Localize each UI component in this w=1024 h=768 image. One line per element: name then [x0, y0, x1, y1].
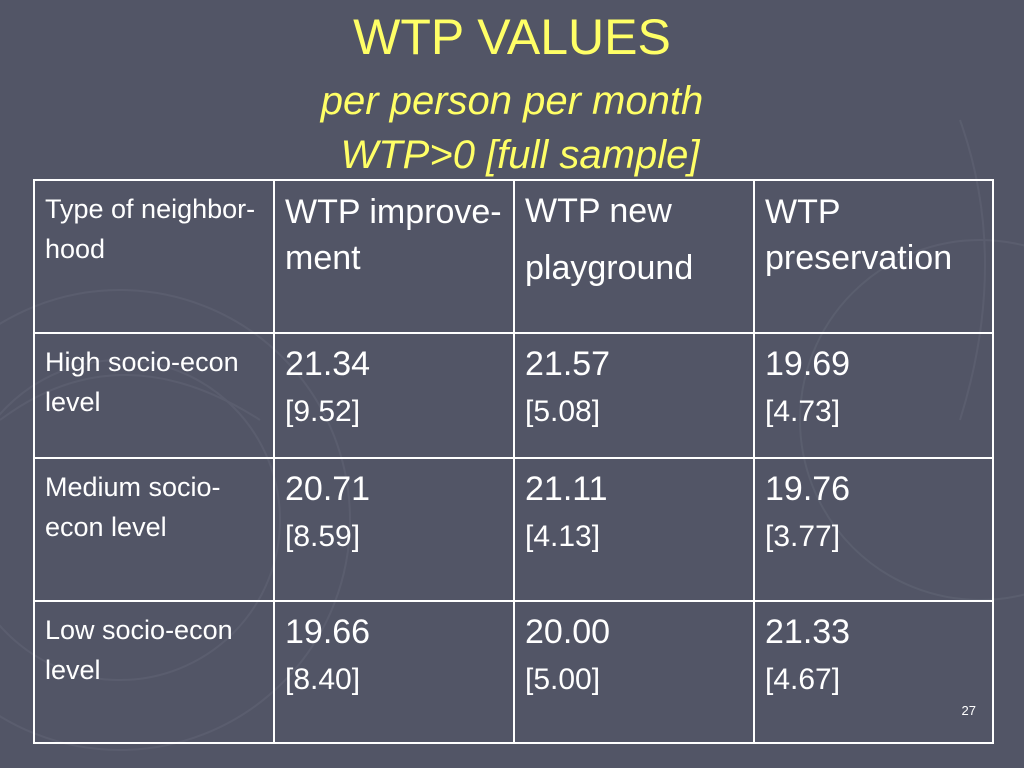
- wtp-value: 21.33: [765, 613, 851, 651]
- standard-error: [4.67]: [765, 663, 841, 696]
- title-subtitle-period: per person per month: [320, 79, 704, 123]
- table-row: High socio-econ level 21.34 [9.52] 21.57…: [33, 332, 994, 459]
- header-type-of-neighborhood: Type of neighbor-hood: [45, 194, 256, 264]
- standard-error: [8.59]: [285, 520, 361, 553]
- table-row: Low socio-econ level 19.66 [8.40] 20.00 …: [33, 600, 994, 744]
- header-wtp-preservation: WTP preservation: [765, 193, 953, 277]
- slide-number: 27: [961, 703, 976, 718]
- standard-error: [5.08]: [525, 395, 601, 428]
- wtp-value: 21.34: [285, 345, 371, 383]
- header-wtp-new-playground: WTP new playground: [525, 192, 694, 287]
- table-cell: 21.33 [4.67]: [753, 600, 994, 744]
- row-label: High socio-econ level: [45, 347, 239, 417]
- table-row: Medium socio-econ level 20.71 [8.59] 21.…: [33, 457, 994, 602]
- row-label-cell: Low socio-econ level: [33, 600, 275, 744]
- wtp-value: 19.66: [285, 613, 371, 651]
- wtp-value: 20.71: [285, 470, 371, 508]
- wtp-value: 21.57: [525, 345, 611, 383]
- table-cell: 20.00 [5.00]: [513, 600, 755, 744]
- standard-error: [9.52]: [285, 395, 361, 428]
- table-cell: 19.76 [3.77]: [753, 457, 994, 602]
- standard-error: [4.13]: [525, 520, 601, 553]
- row-label: Low socio-econ level: [45, 615, 233, 685]
- wtp-value: 19.76: [765, 470, 851, 508]
- wtp-table: Type of neighbor-hood WTP improve-ment W…: [33, 179, 994, 744]
- wtp-value: 20.00: [525, 613, 611, 651]
- table-header-row: Type of neighbor-hood WTP improve-ment W…: [33, 179, 994, 334]
- row-label: Medium socio-econ level: [45, 472, 221, 542]
- header-cell: WTP new playground: [513, 179, 755, 334]
- row-label-cell: High socio-econ level: [33, 332, 275, 459]
- table-cell: 21.11 [4.13]: [513, 457, 755, 602]
- standard-error: [3.77]: [765, 520, 841, 553]
- standard-error: [4.73]: [765, 395, 841, 428]
- header-wtp-improvement: WTP improve-ment: [285, 193, 502, 277]
- title-main: WTP VALUES: [353, 9, 671, 65]
- title-subtitle-sample: WTP>0 [full sample]: [340, 133, 700, 177]
- table-cell: 19.69 [4.73]: [753, 332, 994, 459]
- standard-error: [5.00]: [525, 663, 601, 696]
- table-cell: 20.71 [8.59]: [273, 457, 515, 602]
- header-cell: WTP preservation: [753, 179, 994, 334]
- row-label-cell: Medium socio-econ level: [33, 457, 275, 602]
- wtp-value: 19.69: [765, 345, 851, 383]
- table-cell: 21.57 [5.08]: [513, 332, 755, 459]
- standard-error: [8.40]: [285, 663, 361, 696]
- header-cell: WTP improve-ment: [273, 179, 515, 334]
- table-cell: 21.34 [9.52]: [273, 332, 515, 459]
- table-cell: 19.66 [8.40]: [273, 600, 515, 744]
- header-cell: Type of neighbor-hood: [33, 179, 275, 334]
- wtp-value: 21.11: [525, 470, 608, 508]
